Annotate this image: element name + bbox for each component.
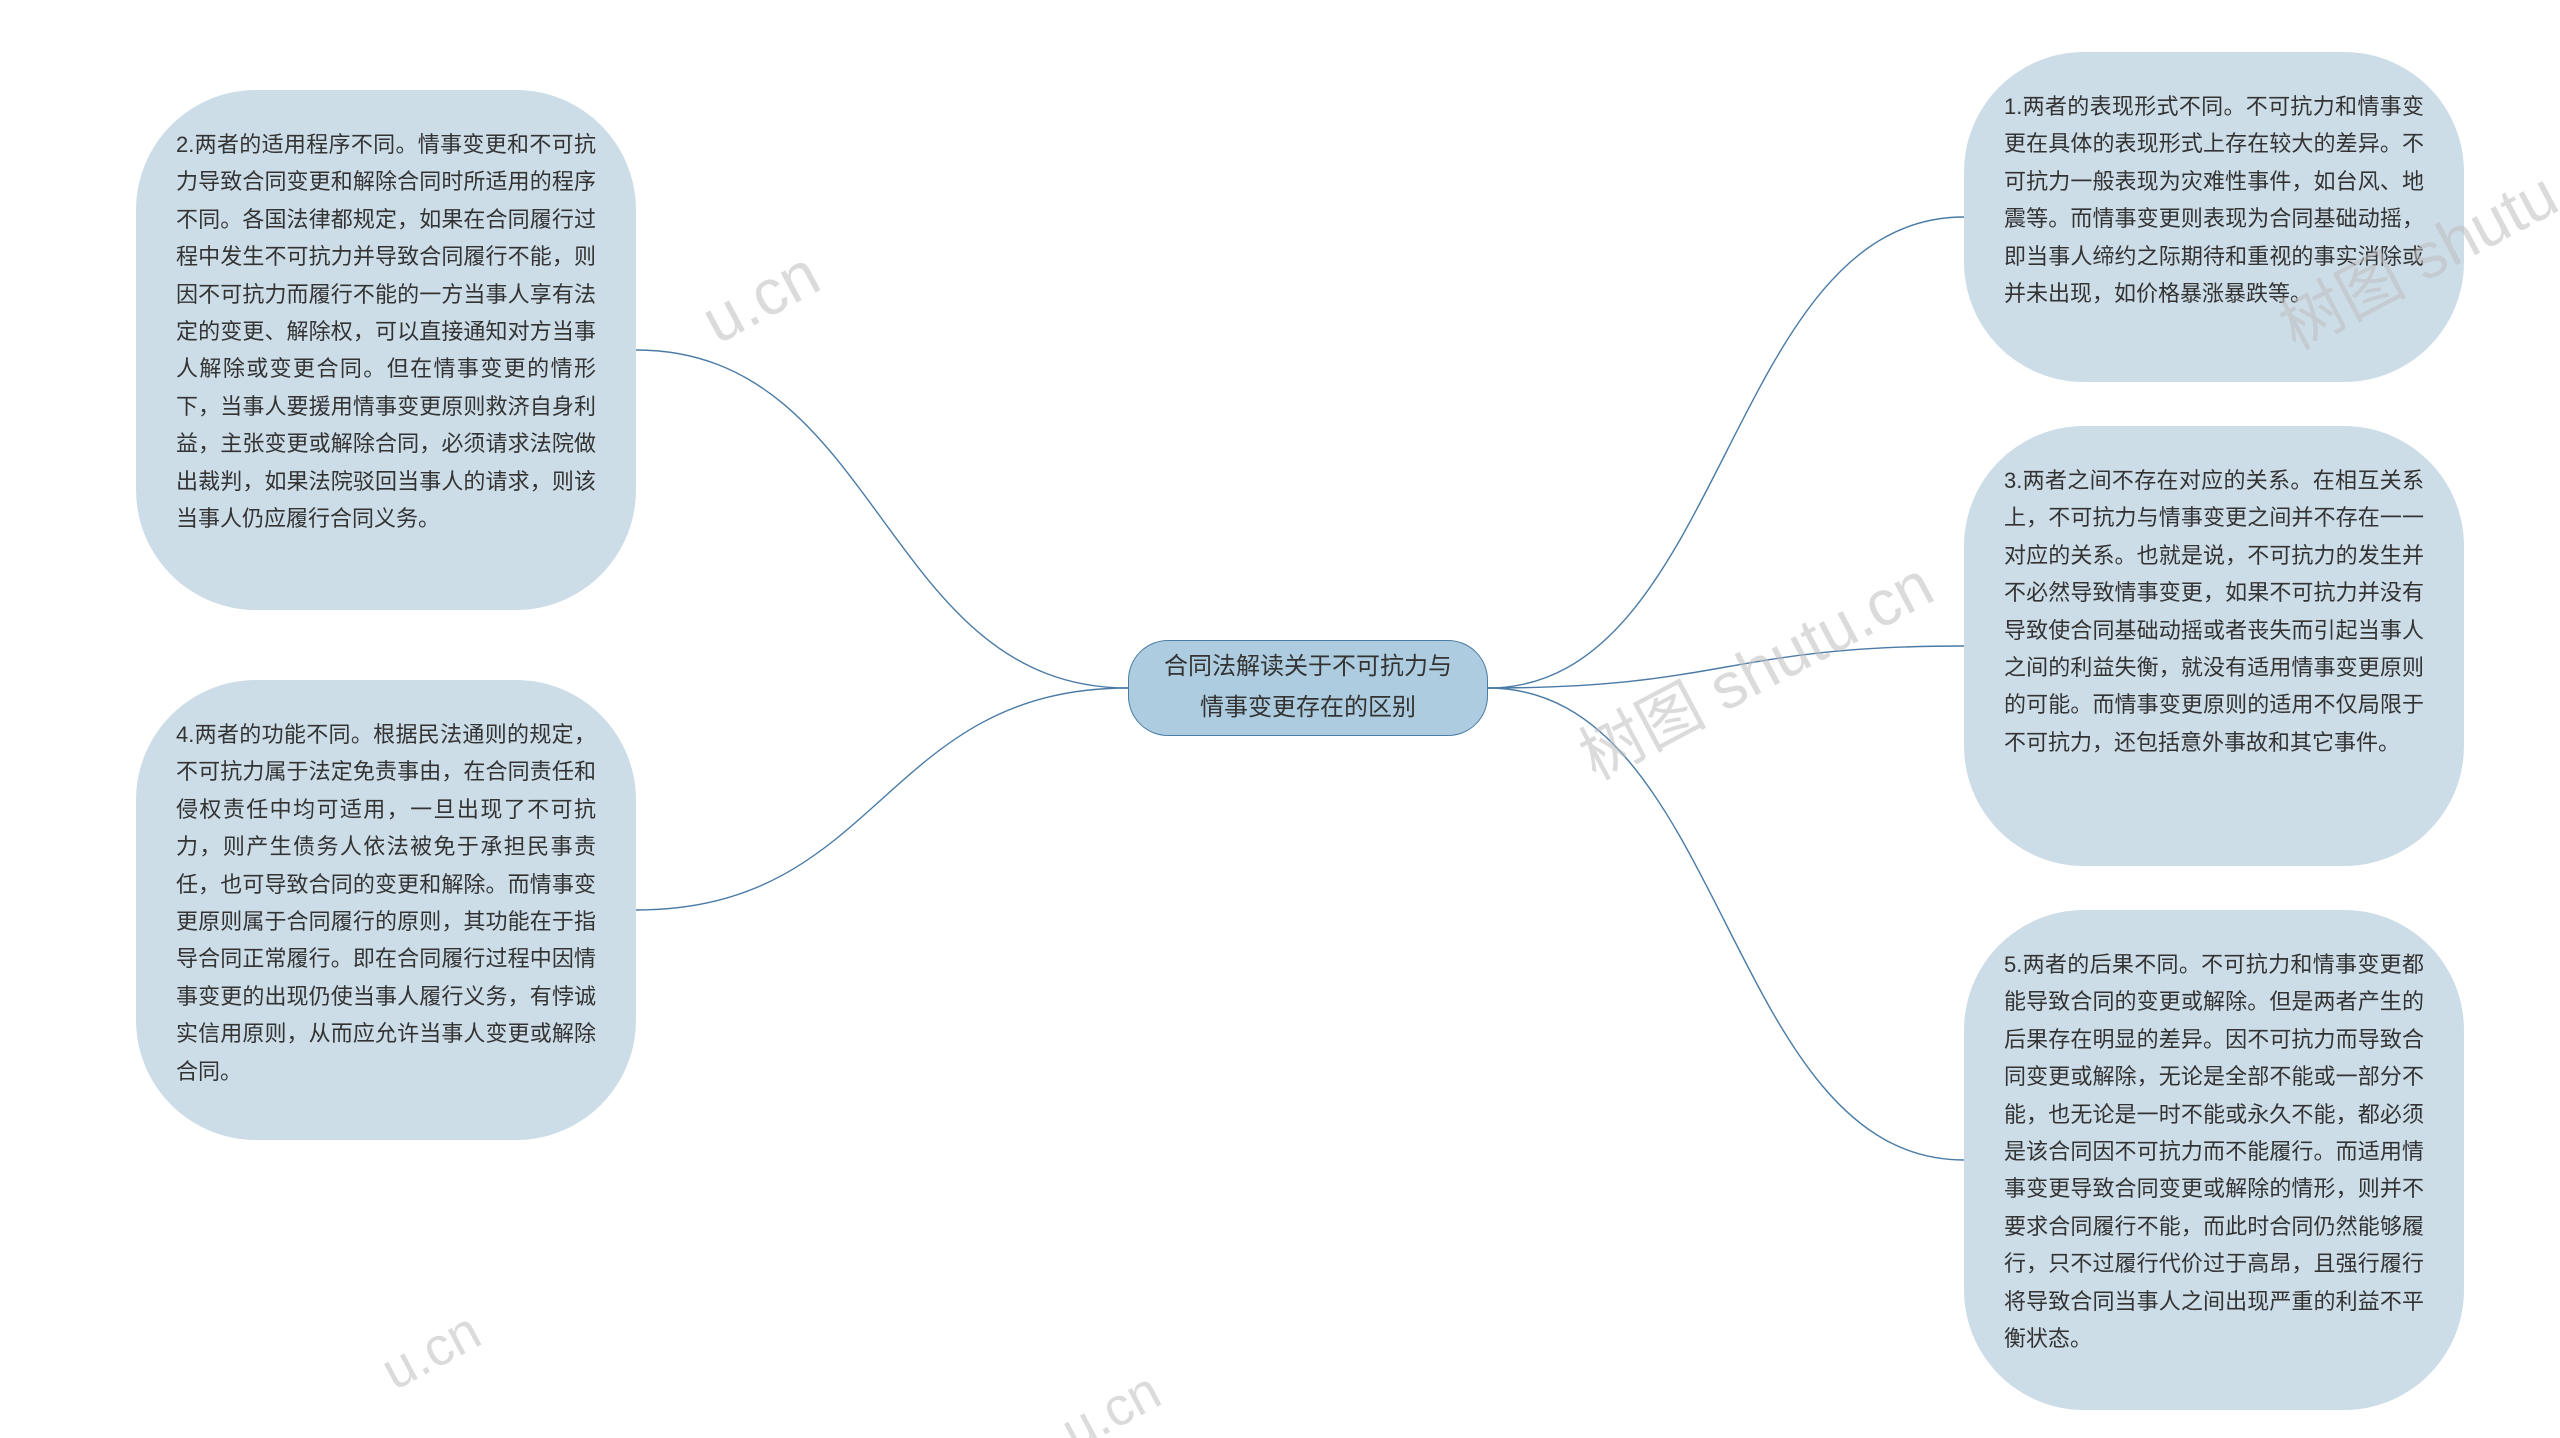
leaf-node-text: 2.两者的适用程序不同。情事变更和不可抗力导致合同变更和解除合同时所适用的程序不… [176,132,596,531]
watermark: u.cn [371,1300,490,1403]
leaf-node-text: 1.两者的表现形式不同。不可抗力和情事变更在具体的表现形式上存在较大的差异。不可… [2004,94,2424,306]
leaf-node-n1: 1.两者的表现形式不同。不可抗力和情事变更在具体的表现形式上存在较大的差异。不可… [1964,52,2464,382]
connector-path [1488,646,1964,688]
center-node: 合同法解读关于不可抗力与情事变更存在的区别 [1128,640,1488,736]
leaf-node-n3: 3.两者之间不存在对应的关系。在相互关系上，不可抗力与情事变更之间并不存在一一对… [1964,426,2464,866]
leaf-node-n5: 5.两者的后果不同。不可抗力和情事变更都能导致合同的变更或解除。但是两者产生的后… [1964,910,2464,1410]
leaf-node-n2: 2.两者的适用程序不同。情事变更和不可抗力导致合同变更和解除合同时所适用的程序不… [136,90,636,610]
connector-path [1488,688,1964,1160]
leaf-node-text: 3.两者之间不存在对应的关系。在相互关系上，不可抗力与情事变更之间并不存在一一对… [2004,468,2424,755]
watermark: 树图 shutu.cn [1561,534,1947,797]
connector-path [1488,217,1964,688]
leaf-node-n4: 4.两者的功能不同。根据民法通则的规定，不可抗力属于法定免责事由，在合同责任和侵… [136,680,636,1140]
connector-path [636,688,1128,910]
leaf-node-text: 5.两者的后果不同。不可抗力和情事变更都能导致合同的变更或解除。但是两者产生的后… [2004,952,2424,1351]
connector-path [636,350,1128,688]
leaf-node-text: 4.两者的功能不同。根据民法通则的规定，不可抗力属于法定免责事由，在合同责任和侵… [176,722,596,1084]
watermark: u.cn [1051,1360,1170,1438]
watermark: u.cn [690,236,832,358]
center-node-text: 合同法解读关于不可抗力与情事变更存在的区别 [1153,647,1463,729]
